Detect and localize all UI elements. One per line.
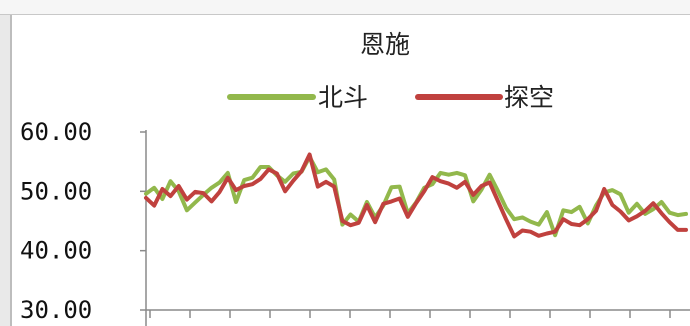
series-line-beidou (146, 157, 686, 235)
legend: 北斗 探空 (230, 83, 554, 112)
series-lines (146, 155, 686, 237)
axes (140, 130, 690, 326)
y-tick-label: 30.00 (20, 296, 92, 324)
y-tick-label: 60.00 (20, 118, 92, 146)
y-tick-label: 40.00 (20, 237, 92, 265)
chart-title: 恩施 (360, 30, 410, 59)
legend-label-sounding: 探空 (504, 83, 554, 112)
y-tick-labels: 60.00 50.00 40.00 30.00 (20, 118, 92, 324)
y-tick-label: 50.00 (20, 177, 92, 205)
legend-label-beidou: 北斗 (318, 83, 368, 112)
series-line-sounding (146, 155, 686, 237)
